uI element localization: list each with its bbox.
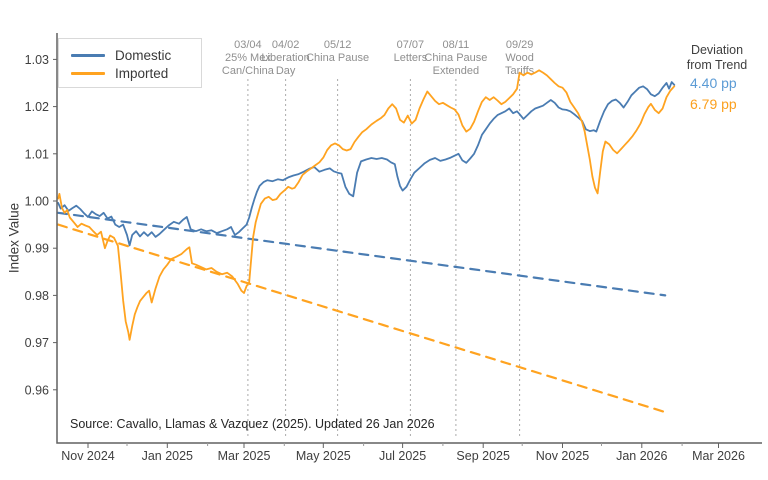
x-tick-label: Nov 2025 xyxy=(536,449,590,463)
domestic-deviation-value: 4.40 pp xyxy=(690,75,737,91)
imported-line-swatch xyxy=(71,71,105,75)
y-tick-label: 0.99 xyxy=(25,242,49,256)
event-date-label: 03/04 xyxy=(234,39,262,51)
x-tick-label: Jul 2025 xyxy=(379,449,426,463)
x-tick-label: Jan 2025 xyxy=(142,449,193,463)
legend-box: Domestic Imported xyxy=(58,38,202,88)
event-label: Letters xyxy=(394,52,428,64)
event-label: China Pause xyxy=(424,52,487,64)
event-label: China Pause xyxy=(306,52,369,64)
event-date-label: 09/29 xyxy=(506,39,534,51)
source-note: Source: Cavallo, Llamas & Vazquez (2025)… xyxy=(70,417,435,431)
event-label: Extended xyxy=(433,65,479,77)
event-label: Wood xyxy=(505,52,534,64)
y-axis-title: Index Value xyxy=(6,202,22,274)
y-tick-label: 0.98 xyxy=(25,289,49,303)
event-label: 25% Mex xyxy=(225,52,271,64)
deviation-title-line2: from Trend xyxy=(686,58,748,72)
y-tick-label: 0.97 xyxy=(25,336,49,350)
x-tick-label: Mar 2026 xyxy=(692,449,745,463)
y-tick-label: 1.02 xyxy=(25,100,49,114)
event-date-label: 07/07 xyxy=(397,39,425,51)
y-tick-label: 0.96 xyxy=(25,383,49,397)
event-date-label: 04/02 xyxy=(272,39,300,51)
y-tick-label: 1.01 xyxy=(25,147,49,161)
x-tick-label: Jan 2026 xyxy=(616,449,667,463)
event-date-label: 05/12 xyxy=(324,39,352,51)
event-label: Day xyxy=(276,65,296,77)
y-tick-label: 1.00 xyxy=(25,195,49,209)
event-label: Tariffs xyxy=(505,65,535,77)
legend-label-imported: Imported xyxy=(115,65,169,81)
event-label: Liberation xyxy=(261,52,309,64)
legend-item-imported: Imported xyxy=(71,64,201,82)
legend-item-domestic: Domestic xyxy=(71,46,201,64)
axes xyxy=(56,33,762,444)
event-label: Can/China xyxy=(222,65,275,77)
deviation-title-line1: Deviation xyxy=(690,43,744,57)
imported-trend-line xyxy=(56,223,668,414)
y-tick-label: 1.03 xyxy=(25,53,49,67)
imported-deviation-value: 6.79 pp xyxy=(690,96,737,112)
event-date-label: 08/11 xyxy=(443,39,470,51)
legend-label-domestic: Domestic xyxy=(115,47,172,63)
x-tick-label: Mar 2025 xyxy=(218,449,271,463)
imported-line xyxy=(57,69,676,341)
x-tick-label: May 2025 xyxy=(296,449,351,463)
deviation-from-trend-title: Deviation from Trend xyxy=(686,43,748,73)
x-tick-label: Sep 2025 xyxy=(456,449,510,463)
domestic-line xyxy=(57,81,676,247)
domestic-line-swatch xyxy=(71,53,105,57)
domestic-trend-line xyxy=(56,211,667,297)
x-tick-label: Nov 2024 xyxy=(61,449,115,463)
